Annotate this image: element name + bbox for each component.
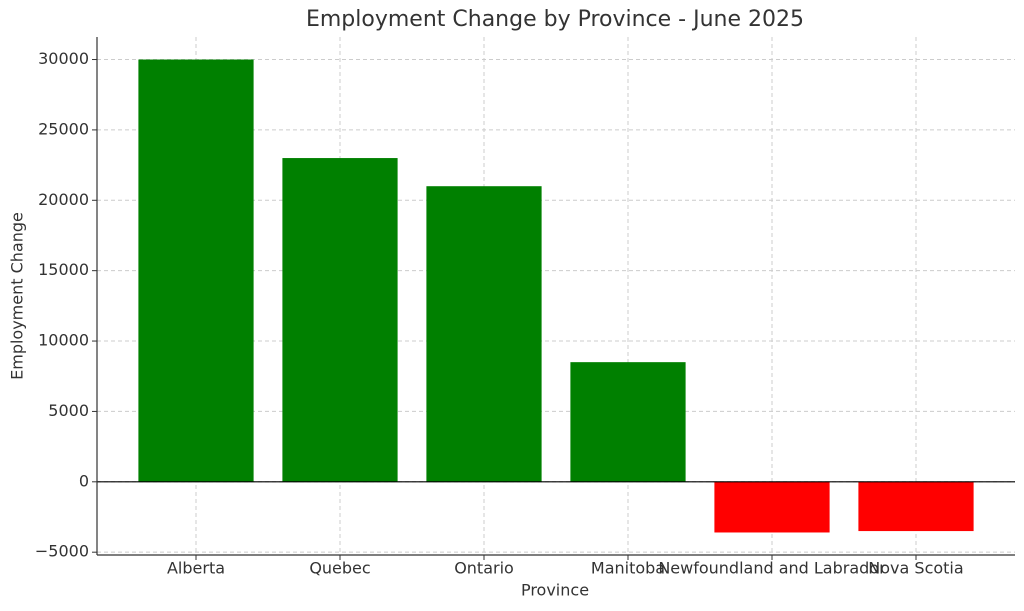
x-tick-label: Newfoundland and Labrador [658,559,886,578]
chart-title: Employment Change by Province - June 202… [306,7,804,32]
x-axis-label: Province [521,581,589,600]
y-tick-label: 15000 [38,260,89,279]
x-tick-label: Manitoba [591,559,665,578]
bar [282,158,398,482]
y-tick-label: 25000 [38,119,89,138]
x-tick-label: Ontario [454,559,514,578]
x-tick-label: Quebec [309,559,370,578]
x-tick-label: Nova Scotia [868,559,963,578]
y-tick-label: 0 [79,471,89,490]
bar [858,481,974,532]
bar [426,186,542,482]
y-tick-label: 20000 [38,190,89,209]
bar [138,59,254,482]
y-tick-label: 10000 [38,331,89,350]
bar [570,362,686,482]
y-axis-label: Employment Change [8,212,27,380]
y-tick-label: 30000 [38,49,89,68]
bar [714,481,830,533]
y-tick-label: 5000 [48,401,89,420]
x-tick-label: Alberta [167,559,225,578]
y-tick-label: −5000 [35,542,89,561]
